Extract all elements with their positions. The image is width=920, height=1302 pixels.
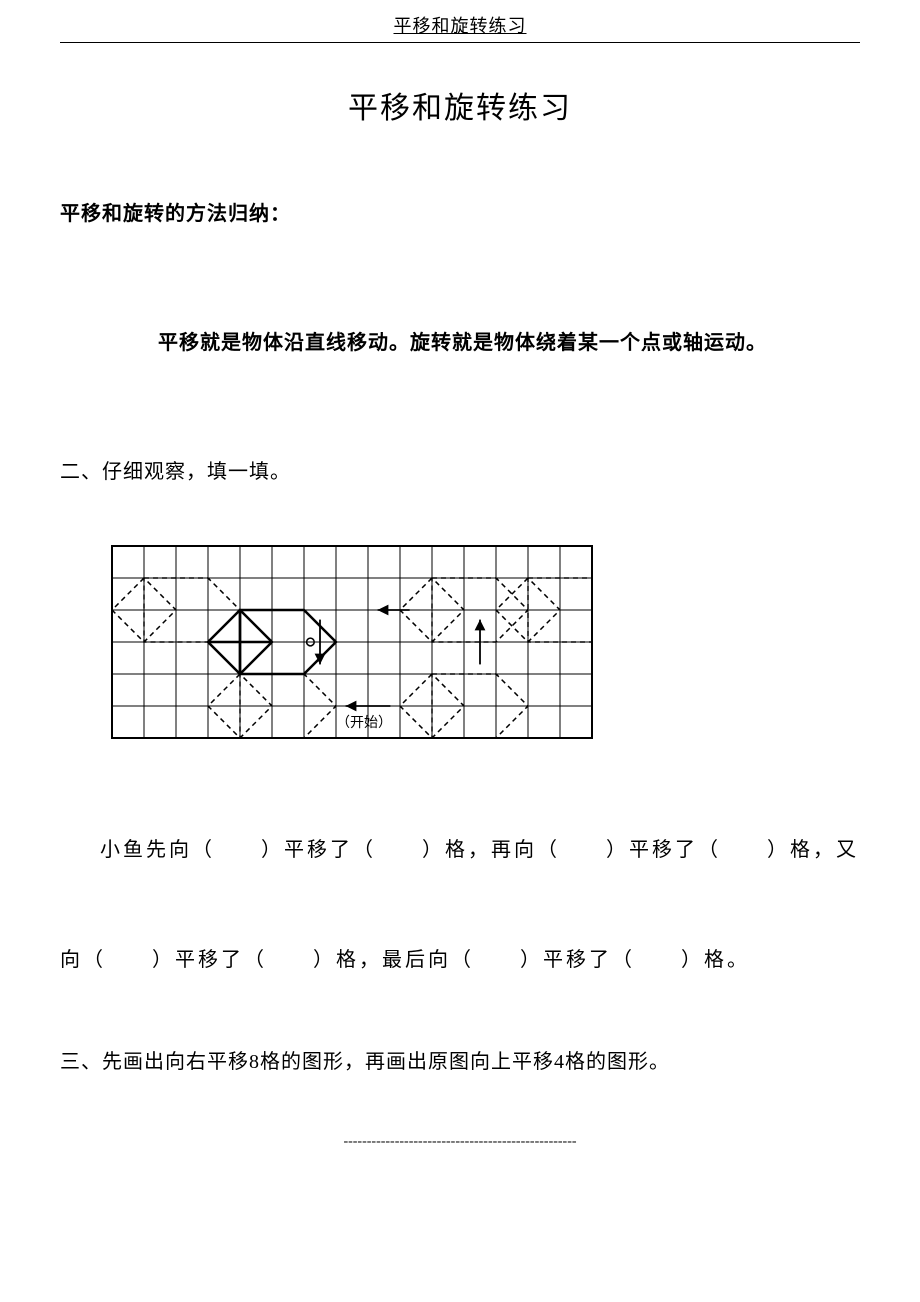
section-3-heading: 三、先画出向右平移8格的图形，再画出原图向上平移4格的图形。 <box>60 1045 860 1074</box>
fish-grid-diagram: （开始） <box>110 544 860 745</box>
summary-label: 平移和旋转的方法归纳： <box>60 197 860 226</box>
section-2-heading: 二、仔细观察，填一填。 <box>60 455 860 484</box>
page-header-title: 平移和旋转练习 <box>60 12 860 38</box>
svg-text:（开始）: （开始） <box>336 715 392 731</box>
fish-grid-svg: （开始） <box>110 544 594 740</box>
header-rule <box>60 42 860 43</box>
main-title: 平移和旋转练习 <box>60 83 860 127</box>
definition-text: 平移就是物体沿直线移动。旋转就是物体绕着某一个点或轴运动。 <box>158 326 860 355</box>
fill-in-blank-text: 小鱼先向（ ）平移了（ ）格，再向（ ）平移了（ ）格，又向（ ）平移了（ ）格… <box>60 795 860 1015</box>
footer-dashes: ----------------------------------------… <box>60 1134 860 1150</box>
